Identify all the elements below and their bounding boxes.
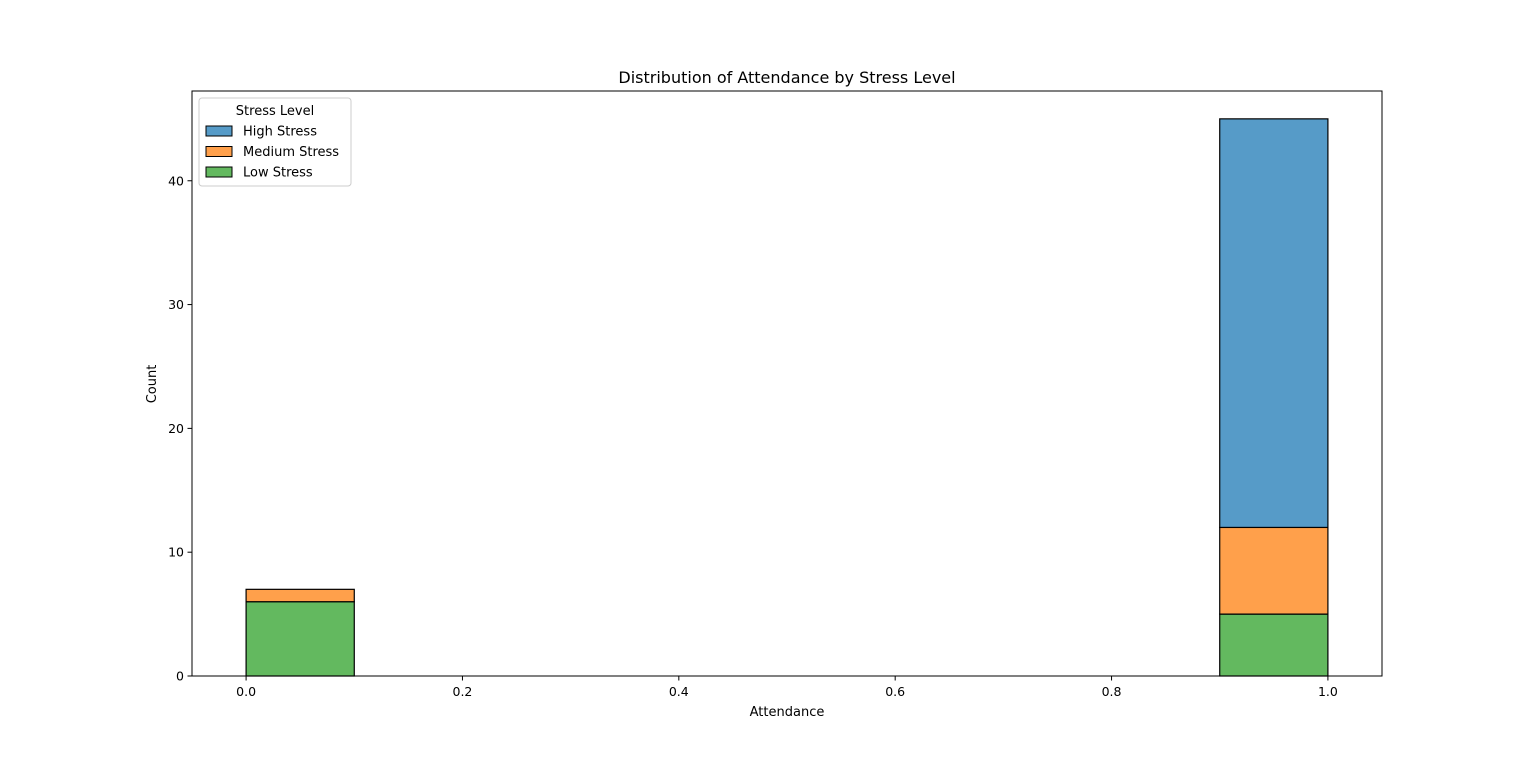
y-tick-label: 0 [176,669,184,684]
legend-swatch-low-stress [205,166,233,178]
legend-box [198,97,352,187]
x-tick-label: 0.4 [669,684,689,699]
bar-low-stress-bin-9 [1219,613,1329,677]
legend-entries: High Stress Medium Stress Low Stress [205,125,339,181]
chart-title: Distribution of Attendance by Stress Lev… [618,68,955,87]
y-axis-label: Count [145,365,160,404]
y-tick-label: 10 [168,545,184,560]
y-tick-label: 40 [168,173,184,188]
legend-swatch-medium-stress [205,146,233,157]
x-tick-label: 0.2 [453,684,473,699]
bars-layer [245,118,1329,677]
x-axis-ticks: 0.0 0.2 0.4 0.6 0.8 1.0 [236,676,1338,699]
x-tick-label: 0.0 [236,684,256,699]
legend-label-medium-stress: Medium Stress [243,145,339,160]
x-tick-label: 0.6 [885,684,905,699]
plot-frame [191,90,1383,677]
bar-low-stress-bin-0 [245,601,355,677]
legend-swatch-high-stress [205,125,233,137]
legend-title: Stress Level [236,104,314,119]
bar-medium-stress-bin-9 [1219,526,1329,615]
legend-label-high-stress: High Stress [243,125,317,140]
x-tick-label: 0.8 [1102,684,1122,699]
x-tick-label: 1.0 [1318,684,1338,699]
legend: Stress Level High Stress Medium Stress Low… [198,97,352,187]
bar-high-stress-bin-9 [1219,118,1329,529]
x-axis-label: Attendance [750,705,825,720]
y-axis-ticks: 0 10 20 30 40 [168,173,192,684]
y-tick-label: 20 [168,421,184,436]
y-tick-label: 30 [168,297,184,312]
legend-label-low-stress: Low Stress [243,166,313,181]
bar-medium-stress-bin-0 [245,588,355,603]
